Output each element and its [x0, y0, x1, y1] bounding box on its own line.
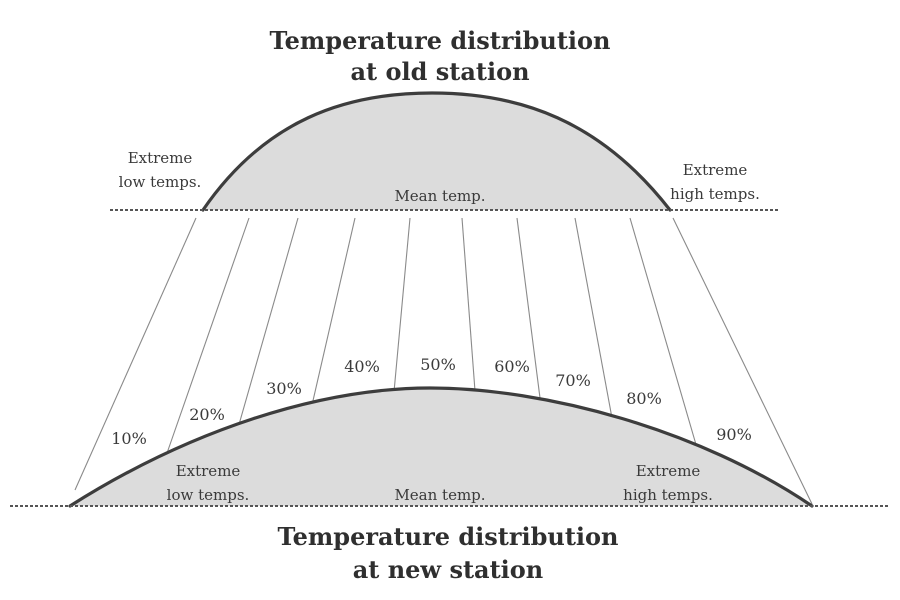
- top-extreme-low-line1: Extreme: [128, 149, 193, 167]
- top-extreme-low-line2: low temps.: [119, 173, 202, 191]
- bottom-curve-outline: [68, 386, 814, 508]
- mapping-line: [672, 217, 813, 505]
- top-extreme-high-line1: Extreme: [683, 161, 748, 179]
- percentile-label: 50%: [420, 355, 456, 374]
- top-extreme-high-line2: high temps.: [670, 185, 760, 203]
- top-distribution: [110, 91, 780, 212]
- top-title-line2: at old station: [350, 57, 529, 86]
- mapping-line: [74, 217, 197, 491]
- bottom-curve-area: [70, 388, 812, 506]
- bottom-extreme-low-line2: low temps.: [167, 486, 250, 504]
- percentile-label: 90%: [716, 425, 752, 444]
- percentile-label: 10%: [111, 429, 147, 448]
- percentile-labels: 10% 20% 30% 40% 50% 60% 70% 80% 90%: [111, 355, 752, 448]
- top-curve-outline: [201, 91, 672, 212]
- bottom-title-line2: at new station: [353, 555, 544, 584]
- bottom-distribution: [10, 386, 888, 508]
- top-mean-label: Mean temp.: [394, 187, 485, 205]
- bottom-mean-label: Mean temp.: [394, 486, 485, 504]
- mapping-line: [461, 217, 476, 392]
- mapping-line: [574, 217, 613, 419]
- mapping-line: [237, 217, 299, 429]
- bottom-extreme-high-line1: Extreme: [636, 462, 701, 480]
- top-curve-area: [203, 93, 670, 210]
- bottom-extreme-low-line1: Extreme: [176, 462, 241, 480]
- top-title-line1: Temperature distribution: [270, 26, 611, 55]
- mapping-line: [165, 217, 250, 457]
- percentile-label: 40%: [344, 357, 380, 376]
- bottom-title-line1: Temperature distribution: [278, 522, 619, 551]
- bottom-extreme-high-line2: high temps.: [623, 486, 713, 504]
- percentile-label: 80%: [626, 389, 662, 408]
- percentile-label: 70%: [555, 371, 591, 390]
- mapping-line: [311, 217, 356, 406]
- mapping-line: [393, 217, 411, 393]
- percentile-label: 30%: [266, 379, 302, 398]
- mapping-line: [629, 217, 698, 449]
- percentile-label: 60%: [494, 357, 530, 376]
- percentile-mapping-lines: [74, 217, 813, 505]
- mapping-line: [516, 217, 541, 399]
- percentile-label: 20%: [189, 405, 225, 424]
